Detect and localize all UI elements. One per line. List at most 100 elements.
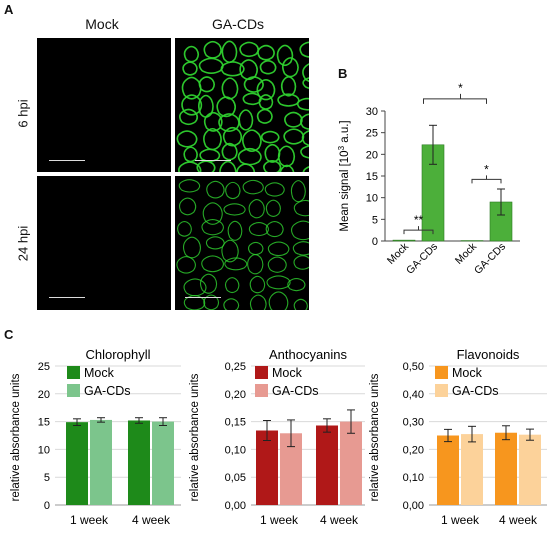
category-label: 4 week xyxy=(132,513,171,527)
category-label: 4 week xyxy=(320,513,359,527)
significance-label: * xyxy=(458,81,463,95)
legend-swatch xyxy=(67,384,80,397)
cell-wall xyxy=(183,278,207,297)
cell-wall xyxy=(203,111,223,132)
scale-bar xyxy=(195,160,231,161)
legend-swatch xyxy=(255,366,268,379)
cell-wall xyxy=(292,241,315,256)
cell-wall xyxy=(247,241,264,256)
cell-wall xyxy=(242,129,262,152)
cell-wall xyxy=(201,219,224,236)
chart-title: Chlorophyll xyxy=(85,347,150,362)
cell-wall xyxy=(219,160,237,184)
cell-wall xyxy=(216,96,237,118)
legend-swatch xyxy=(67,366,80,379)
y-tick-label: 0,20 xyxy=(225,389,246,401)
cell-wall xyxy=(300,144,323,159)
scale-bar xyxy=(185,297,221,298)
y-tick-label: 0,15 xyxy=(225,417,246,429)
cell-wall xyxy=(183,45,200,63)
cell-wall xyxy=(265,220,284,238)
category-label: 4 week xyxy=(499,513,538,527)
cell-wall xyxy=(242,179,264,195)
micrograph-mock-24hpi xyxy=(37,176,171,310)
y-axis-label: relative absorbance units xyxy=(369,373,381,501)
panel-c-letter: C xyxy=(4,327,14,342)
scale-bar xyxy=(49,160,85,161)
y-tick-label: 25 xyxy=(38,361,50,373)
cell-wall xyxy=(178,197,197,216)
y-tick-label: 0,30 xyxy=(403,417,424,429)
significance-bracket xyxy=(423,93,487,104)
y-tick-label: 0,00 xyxy=(403,500,424,512)
category-label: 1 week xyxy=(441,513,480,527)
bar xyxy=(152,421,174,505)
y-tick-label: 0,50 xyxy=(403,361,424,373)
cell-wall xyxy=(183,294,206,311)
y-tick-label: 15 xyxy=(366,171,378,183)
column-label-ga-cds: GA-CDs xyxy=(211,16,265,32)
cell-wall xyxy=(284,111,303,128)
cell-wall xyxy=(290,180,306,203)
cell-wall xyxy=(268,291,289,314)
y-tick-label: 0 xyxy=(372,236,378,248)
cell-wall xyxy=(293,199,318,217)
cell-wall xyxy=(221,40,238,64)
y-tick-label: 0,10 xyxy=(403,472,424,484)
legend-label: GA-CDs xyxy=(84,384,131,398)
cell-wall xyxy=(267,256,287,273)
cell-wall xyxy=(203,294,220,311)
cell-wall xyxy=(256,108,273,124)
column-label-mock: Mock xyxy=(85,16,119,32)
category-label: 1 week xyxy=(70,513,109,527)
cell-wall xyxy=(242,92,262,106)
bar xyxy=(437,435,459,505)
legend-label: GA-CDs xyxy=(452,384,499,398)
cell-wall xyxy=(201,255,225,273)
cell-wall xyxy=(221,77,239,100)
y-tick-label: 15 xyxy=(38,417,50,429)
cell-wall xyxy=(224,277,240,294)
cell-wall xyxy=(199,148,221,163)
chart-chlorophyll: Chlorophyll 0 5 10 15 20 25 relative absorbance… xyxy=(10,347,181,527)
cell-wall xyxy=(290,220,316,241)
cell-wall xyxy=(293,298,308,313)
cell-wall xyxy=(239,59,258,81)
y-tick-label: 5 xyxy=(372,214,378,226)
chart-anthocyanins: Anthocyanins 0,00 0,05 0,10 0,15 0,20 0,25 rela… xyxy=(189,347,365,527)
legend-swatch xyxy=(255,384,268,397)
y-axis-label: relative absorbance units xyxy=(10,373,22,501)
cell-wall xyxy=(259,60,277,75)
panel-a-letter: A xyxy=(4,2,14,17)
cell-wall xyxy=(277,93,300,107)
cell-wall xyxy=(299,41,320,58)
cell-wall xyxy=(248,199,265,219)
bar xyxy=(90,419,112,505)
fluorescence-cells-24hpi xyxy=(176,179,318,314)
cell-wall xyxy=(267,241,290,257)
cell-wall xyxy=(265,199,281,217)
y-tick-label: 0 xyxy=(44,500,50,512)
cell-wall xyxy=(181,76,202,100)
cell-wall xyxy=(293,255,312,270)
bar xyxy=(316,425,338,505)
legend-label: Mock xyxy=(452,366,483,380)
cell-wall xyxy=(198,76,216,93)
micrograph-ga-cds-6hpi xyxy=(175,38,328,185)
cell-wall xyxy=(280,76,297,97)
y-tick-label: 10 xyxy=(366,193,378,205)
cell-wall xyxy=(202,202,223,225)
significance-label: ** xyxy=(414,213,424,227)
cell-wall xyxy=(248,222,269,237)
chart-title: Anthocyanins xyxy=(269,347,348,362)
cell-wall xyxy=(283,128,305,145)
category-label: 1 week xyxy=(260,513,299,527)
cell-wall xyxy=(302,165,323,181)
cell-wall xyxy=(239,41,260,58)
cell-wall xyxy=(203,40,222,59)
row-label-24-hpi: 24 hpi xyxy=(15,225,31,262)
scale-bar xyxy=(49,297,85,298)
cell-wall xyxy=(287,277,306,292)
category-label: GA-CDs xyxy=(472,241,508,277)
